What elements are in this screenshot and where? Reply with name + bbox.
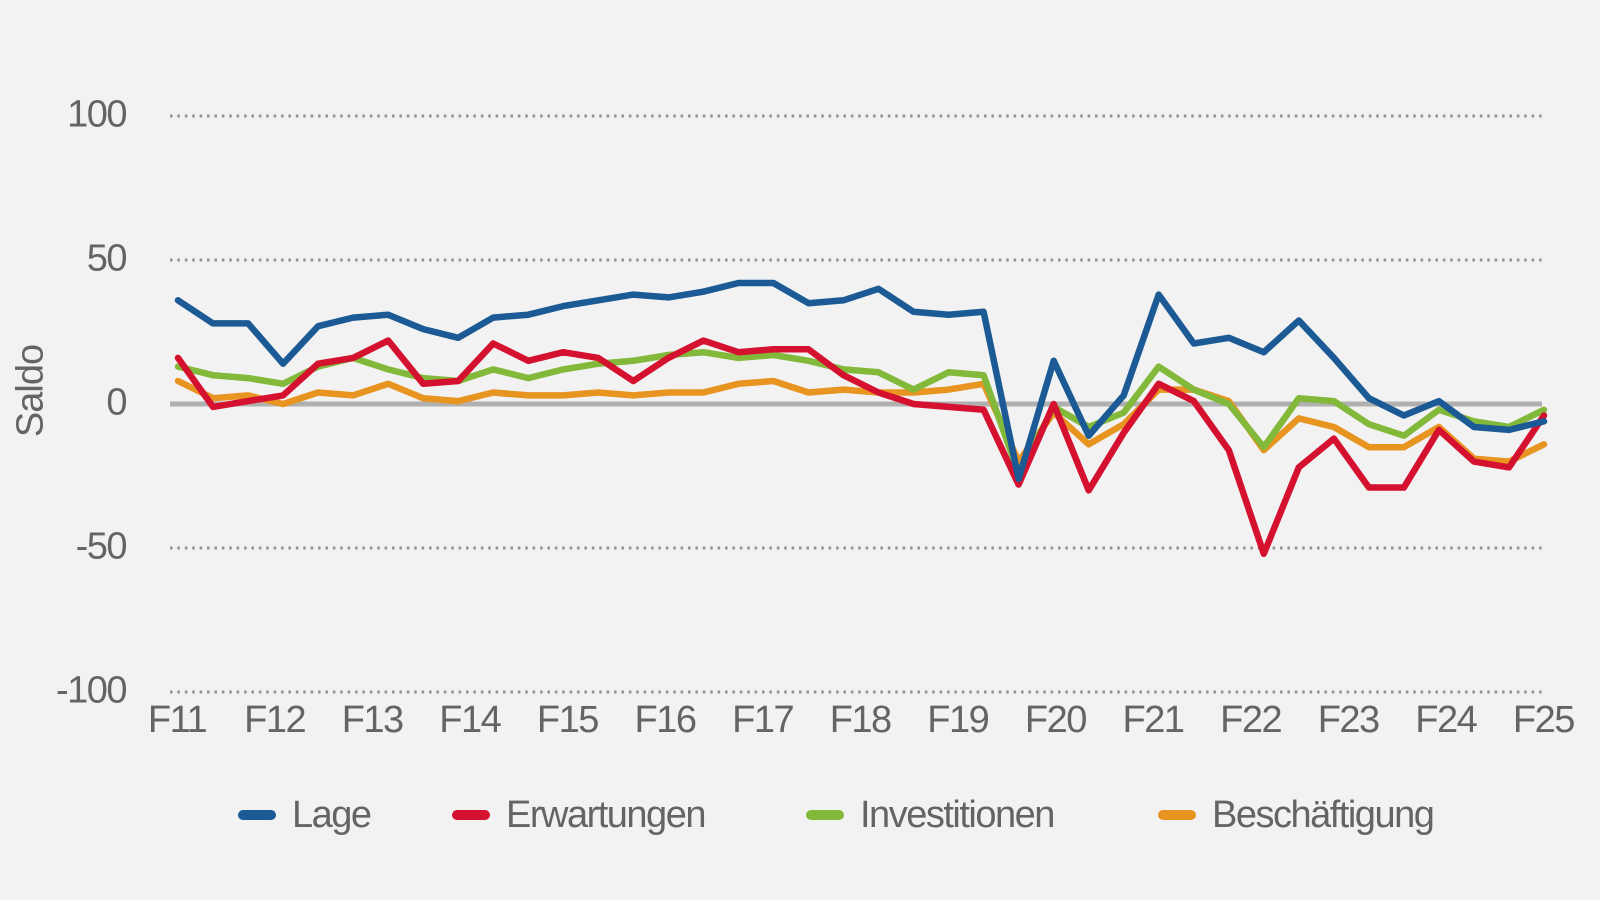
legend-swatch-icon — [806, 810, 844, 820]
y-tick-label-0: 0 — [106, 381, 127, 424]
legend-item-lage: Lage — [238, 792, 372, 838]
x-tick-label-F22: F22 — [1220, 699, 1282, 741]
series-line-lage — [174, 279, 1548, 483]
legend-item-beschäftigung: Beschäftigung — [1158, 792, 1435, 838]
x-tick-label-F21: F21 — [1122, 699, 1185, 741]
legend-label: Beschäftigung — [1212, 793, 1435, 836]
y-tick-label-100: 100 — [67, 93, 127, 136]
x-tick-label-F13: F13 — [341, 699, 404, 741]
x-tick-label-F11: F11 — [147, 699, 208, 741]
y-tick-label-50: 50 — [86, 237, 128, 280]
x-tick-label-F16: F16 — [634, 699, 697, 741]
series-line-erwartungen — [174, 337, 1548, 558]
x-tick-label-F25: F25 — [1512, 699, 1575, 741]
legend-label: Erwartungen — [506, 793, 706, 836]
legend-label: Investitionen — [860, 793, 1055, 836]
x-tick-label-F18: F18 — [829, 699, 892, 741]
legend-item-investitionen: Investitionen — [806, 792, 1055, 838]
x-tick-label-F20: F20 — [1024, 699, 1087, 741]
x-tick-label-F19: F19 — [927, 699, 989, 741]
x-tick-label-F24: F24 — [1415, 699, 1477, 741]
legend-swatch-icon — [238, 810, 276, 820]
legend-item-erwartungen: Erwartungen — [452, 792, 706, 838]
legend-label: Lage — [292, 793, 372, 836]
series-line-investitionen — [174, 348, 1548, 477]
x-tick-label-F14: F14 — [439, 699, 501, 741]
legend-swatch-icon — [1158, 810, 1196, 820]
legend-swatch-icon — [452, 810, 490, 820]
series-line-beschäftigung — [174, 377, 1548, 465]
y-tick-label--100: -100 — [55, 669, 128, 712]
x-tick-label-F15: F15 — [536, 699, 599, 741]
y-tick-label--50: -50 — [75, 525, 128, 568]
x-tick-label-F23: F23 — [1317, 699, 1380, 741]
x-tick-label-F12: F12 — [244, 699, 306, 741]
x-tick-label-F17: F17 — [732, 699, 794, 741]
